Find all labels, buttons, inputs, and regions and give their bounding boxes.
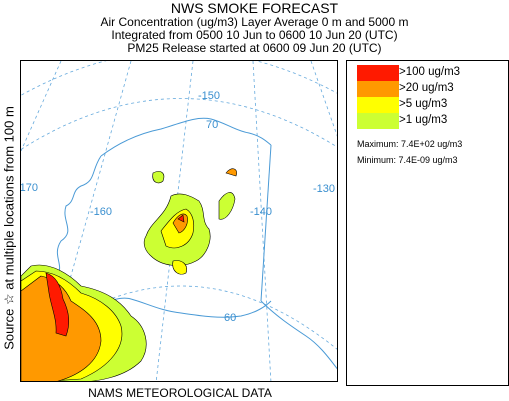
plume-northeast-patch: [225, 168, 237, 177]
meridian-140: [252, 61, 272, 381]
lon-label-140: -140: [250, 206, 272, 218]
chart-title: NWS SMOKE FORECAST: [170, 0, 339, 16]
legend-label-5: >5 ug/m3: [399, 98, 448, 110]
legend-swatch-1: [357, 113, 399, 129]
smoke-map: -170 -160 -150 -140 -130 70 60: [20, 60, 338, 382]
panhandle: [260, 300, 337, 370]
plume-central: [143, 168, 237, 275]
legend-swatch-100: [357, 65, 399, 81]
plume-central-level-100: [177, 214, 185, 223]
plume-central-level-20: [172, 213, 188, 234]
lon-label-160: -160: [90, 206, 112, 218]
plume-sw-level-100: [45, 272, 70, 337]
subtitle-release: PM25 Release started at 0600 09 Jun 20 (…: [127, 41, 382, 55]
map-canvas: -170 -160 -150 -140 -130 70 60: [21, 61, 337, 381]
alaska-yukon-border: [260, 144, 272, 302]
legend-label-100: >100 ug/m3: [399, 66, 461, 78]
legend-panel: >100 ug/m3 >20 ug/m3 >5 ug/m3 >1 ug/m3 M…: [346, 60, 509, 386]
lat-label-70: 70: [206, 119, 218, 131]
source-location-label: Source ☆ at multiple locations from 100 …: [1, 106, 17, 350]
lon-label-170: -170: [21, 182, 38, 194]
plume-south-patch: [172, 260, 187, 275]
plume-east-patch: [218, 192, 236, 220]
parallel-75: [21, 61, 337, 96]
meridian-130: [310, 61, 337, 137]
subtitle-integration: Integrated from 0500 10 Jun to 0600 10 J…: [111, 28, 398, 42]
lon-label-150: -150: [198, 90, 220, 102]
parallel-70: [21, 98, 337, 151]
subtitle-concentration: Air Concentration (ug/m3) Layer Average …: [100, 15, 409, 29]
minimum-value: Minimum: 7.4E-09 ug/m3: [357, 155, 458, 165]
legend-label-1: >1 ug/m3: [399, 114, 448, 126]
legend-item-100: >100 ug/m3: [357, 65, 507, 81]
meridian-170: [21, 61, 62, 152]
plume-southwest: [21, 264, 147, 381]
lon-label-130: -130: [313, 183, 335, 195]
legend-item-1: >1 ug/m3: [357, 113, 507, 129]
plume-north-patch: [152, 171, 165, 184]
maximum-value: Maximum: 7.4E+02 ug/m3: [357, 139, 463, 149]
lat-label-60: 60: [224, 312, 236, 324]
legend-item-20: >20 ug/m3: [357, 81, 507, 97]
legend-item-5: >5 ug/m3: [357, 97, 507, 113]
north-coast: [100, 117, 272, 157]
data-source-footer: NAMS METEOROLOGICAL DATA: [88, 386, 272, 400]
legend-swatch-5: [357, 97, 399, 113]
legend-swatch-20: [357, 81, 399, 97]
legend-label-20: >20 ug/m3: [399, 82, 454, 94]
